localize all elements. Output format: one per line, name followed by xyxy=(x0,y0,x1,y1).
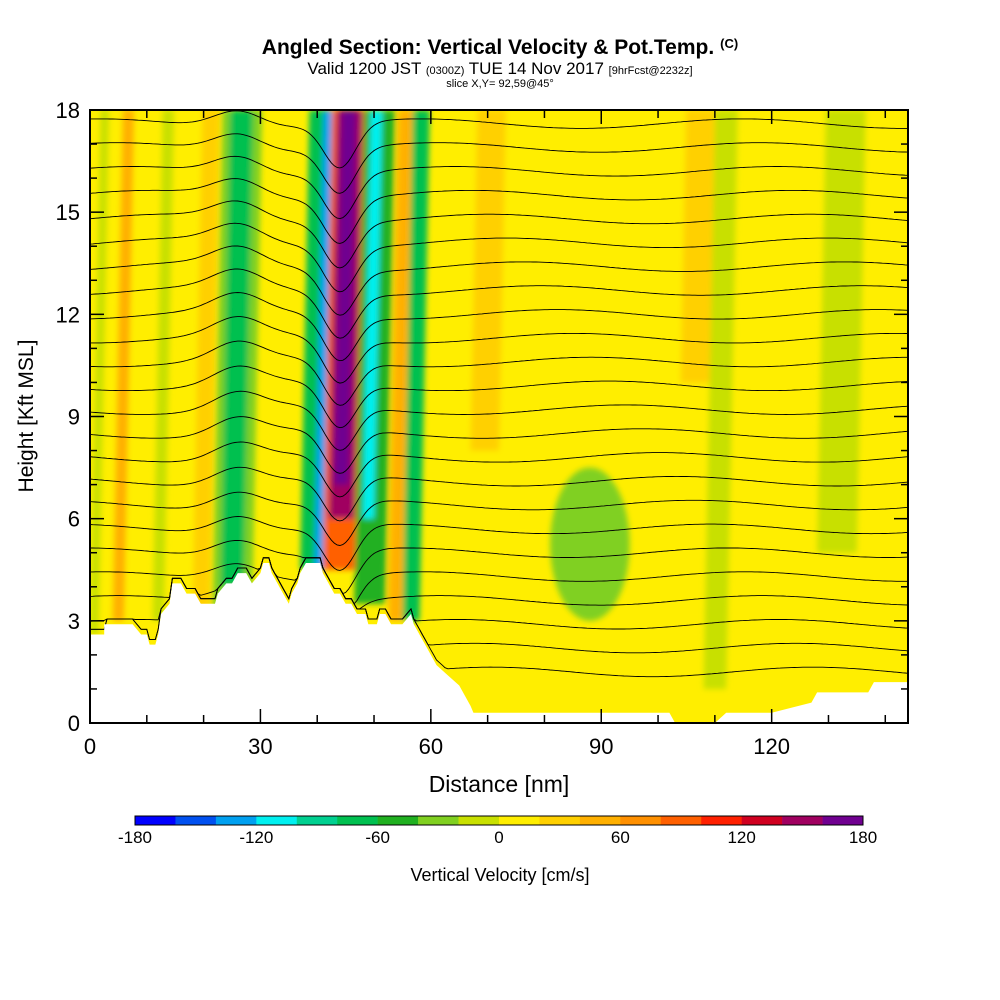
velocity-region xyxy=(550,467,630,621)
colorbar-swatch xyxy=(337,816,378,825)
isentrope-line xyxy=(90,441,908,498)
velocity-band xyxy=(362,110,383,519)
forecast-tag: [9hrFcst@2232z] xyxy=(608,65,693,77)
valid-date: TUE 14 Nov 2017 xyxy=(468,59,604,78)
isentrope-line xyxy=(90,133,908,194)
chart-title: Angled Section: Vertical Velocity & Pot.… xyxy=(261,36,739,59)
velocity-band xyxy=(388,110,413,621)
colorbar-swatch xyxy=(296,816,338,825)
colorbar-swatch xyxy=(499,816,540,825)
isentrope-line xyxy=(90,466,908,522)
colorbar-frame xyxy=(134,815,864,826)
colorbar-swatch xyxy=(418,816,459,825)
isentrope-line xyxy=(90,222,908,293)
isentrope-line xyxy=(90,390,908,451)
y-tick-label: 15 xyxy=(56,200,80,225)
y-tick-label: 9 xyxy=(68,405,80,430)
colorbar-swatch xyxy=(256,816,298,825)
colorbar-swatch xyxy=(782,816,823,825)
colorbar: -180 -120 -60 0 60 120 180 xyxy=(118,815,877,847)
colorbar-tick-label: -60 xyxy=(365,828,390,847)
y-tick-label: 18 xyxy=(56,98,80,123)
colorbar-label: Vertical Velocity [cm/s] xyxy=(410,865,589,885)
isentrope-line xyxy=(90,316,908,384)
isentrope-line xyxy=(90,416,908,474)
velocity-band xyxy=(703,110,738,689)
colorbar-swatch xyxy=(701,816,742,825)
title-suffix: (C) xyxy=(720,36,739,51)
slice-label: slice X,Y= 92,59@45° xyxy=(446,78,554,90)
isentrope-line xyxy=(90,557,908,610)
colorbar-tick-label: 0 xyxy=(494,828,503,847)
isentrope-line xyxy=(90,516,908,571)
colorbar-swatch xyxy=(539,816,581,825)
y-tick-label: 3 xyxy=(68,609,80,634)
x-tick-label: 0 xyxy=(84,734,96,759)
y-tick-label: 6 xyxy=(68,507,80,532)
velocity-band xyxy=(192,110,220,621)
colorbar-tick-label: 180 xyxy=(849,828,877,847)
isentrope-line xyxy=(90,178,908,244)
colorbar-swatch xyxy=(620,816,662,825)
chart-subtitle: Valid 1200 JST (0300Z) TUE 14 Nov 2017 [… xyxy=(0,60,1000,80)
velocity-band xyxy=(112,110,135,621)
x-tick-label: 60 xyxy=(419,734,443,759)
colorbar-tick-label: -120 xyxy=(239,828,273,847)
colorbar-swatch xyxy=(579,816,621,825)
colorbar-swatch xyxy=(660,816,702,825)
x-tick-label: 30 xyxy=(248,734,272,759)
isentrope-line xyxy=(90,245,908,316)
x-tick-label: 120 xyxy=(753,734,790,759)
valid-utc: (0300Z) xyxy=(425,65,465,77)
colorbar-swatch xyxy=(135,816,176,825)
velocity-band xyxy=(90,110,110,635)
isentrope-line xyxy=(90,155,908,220)
y-tick-label: 12 xyxy=(56,302,80,327)
velocity-band xyxy=(402,110,430,621)
velocity-band xyxy=(618,110,658,383)
isentrope-line xyxy=(90,340,908,406)
isentrope-line xyxy=(90,557,908,605)
isentrope-line xyxy=(90,292,908,362)
colorbar-swatch xyxy=(377,816,419,825)
x-tick-label: 90 xyxy=(589,734,613,759)
valid-time: Valid 1200 JST xyxy=(307,59,422,78)
x-axis-label: Distance [nm] xyxy=(429,771,570,797)
colorbar-swatch xyxy=(215,816,257,825)
colorbar-swatch xyxy=(175,816,217,825)
isentrope-line xyxy=(90,200,908,269)
colorbar-tick-label: -180 xyxy=(118,828,152,847)
y-tick-label: 0 xyxy=(68,711,80,736)
isentrope-line xyxy=(90,365,908,429)
colorbar-tick-label: 60 xyxy=(611,828,630,847)
velocity-band xyxy=(126,110,146,621)
velocity-band xyxy=(470,110,506,451)
colorbar-swatch xyxy=(458,816,500,825)
isentrope-line xyxy=(90,539,908,595)
isentrope-line xyxy=(90,268,908,339)
terrain-mask xyxy=(90,562,908,723)
colorbar-tick-label: 120 xyxy=(727,828,755,847)
isentrope-line xyxy=(90,491,908,546)
velocity-band xyxy=(817,110,866,553)
velocity-band xyxy=(334,110,356,485)
y-axis-label: Height [Kft MSL] xyxy=(15,340,38,493)
colorbar-swatch xyxy=(741,816,783,825)
colorbar-swatch xyxy=(822,816,864,825)
